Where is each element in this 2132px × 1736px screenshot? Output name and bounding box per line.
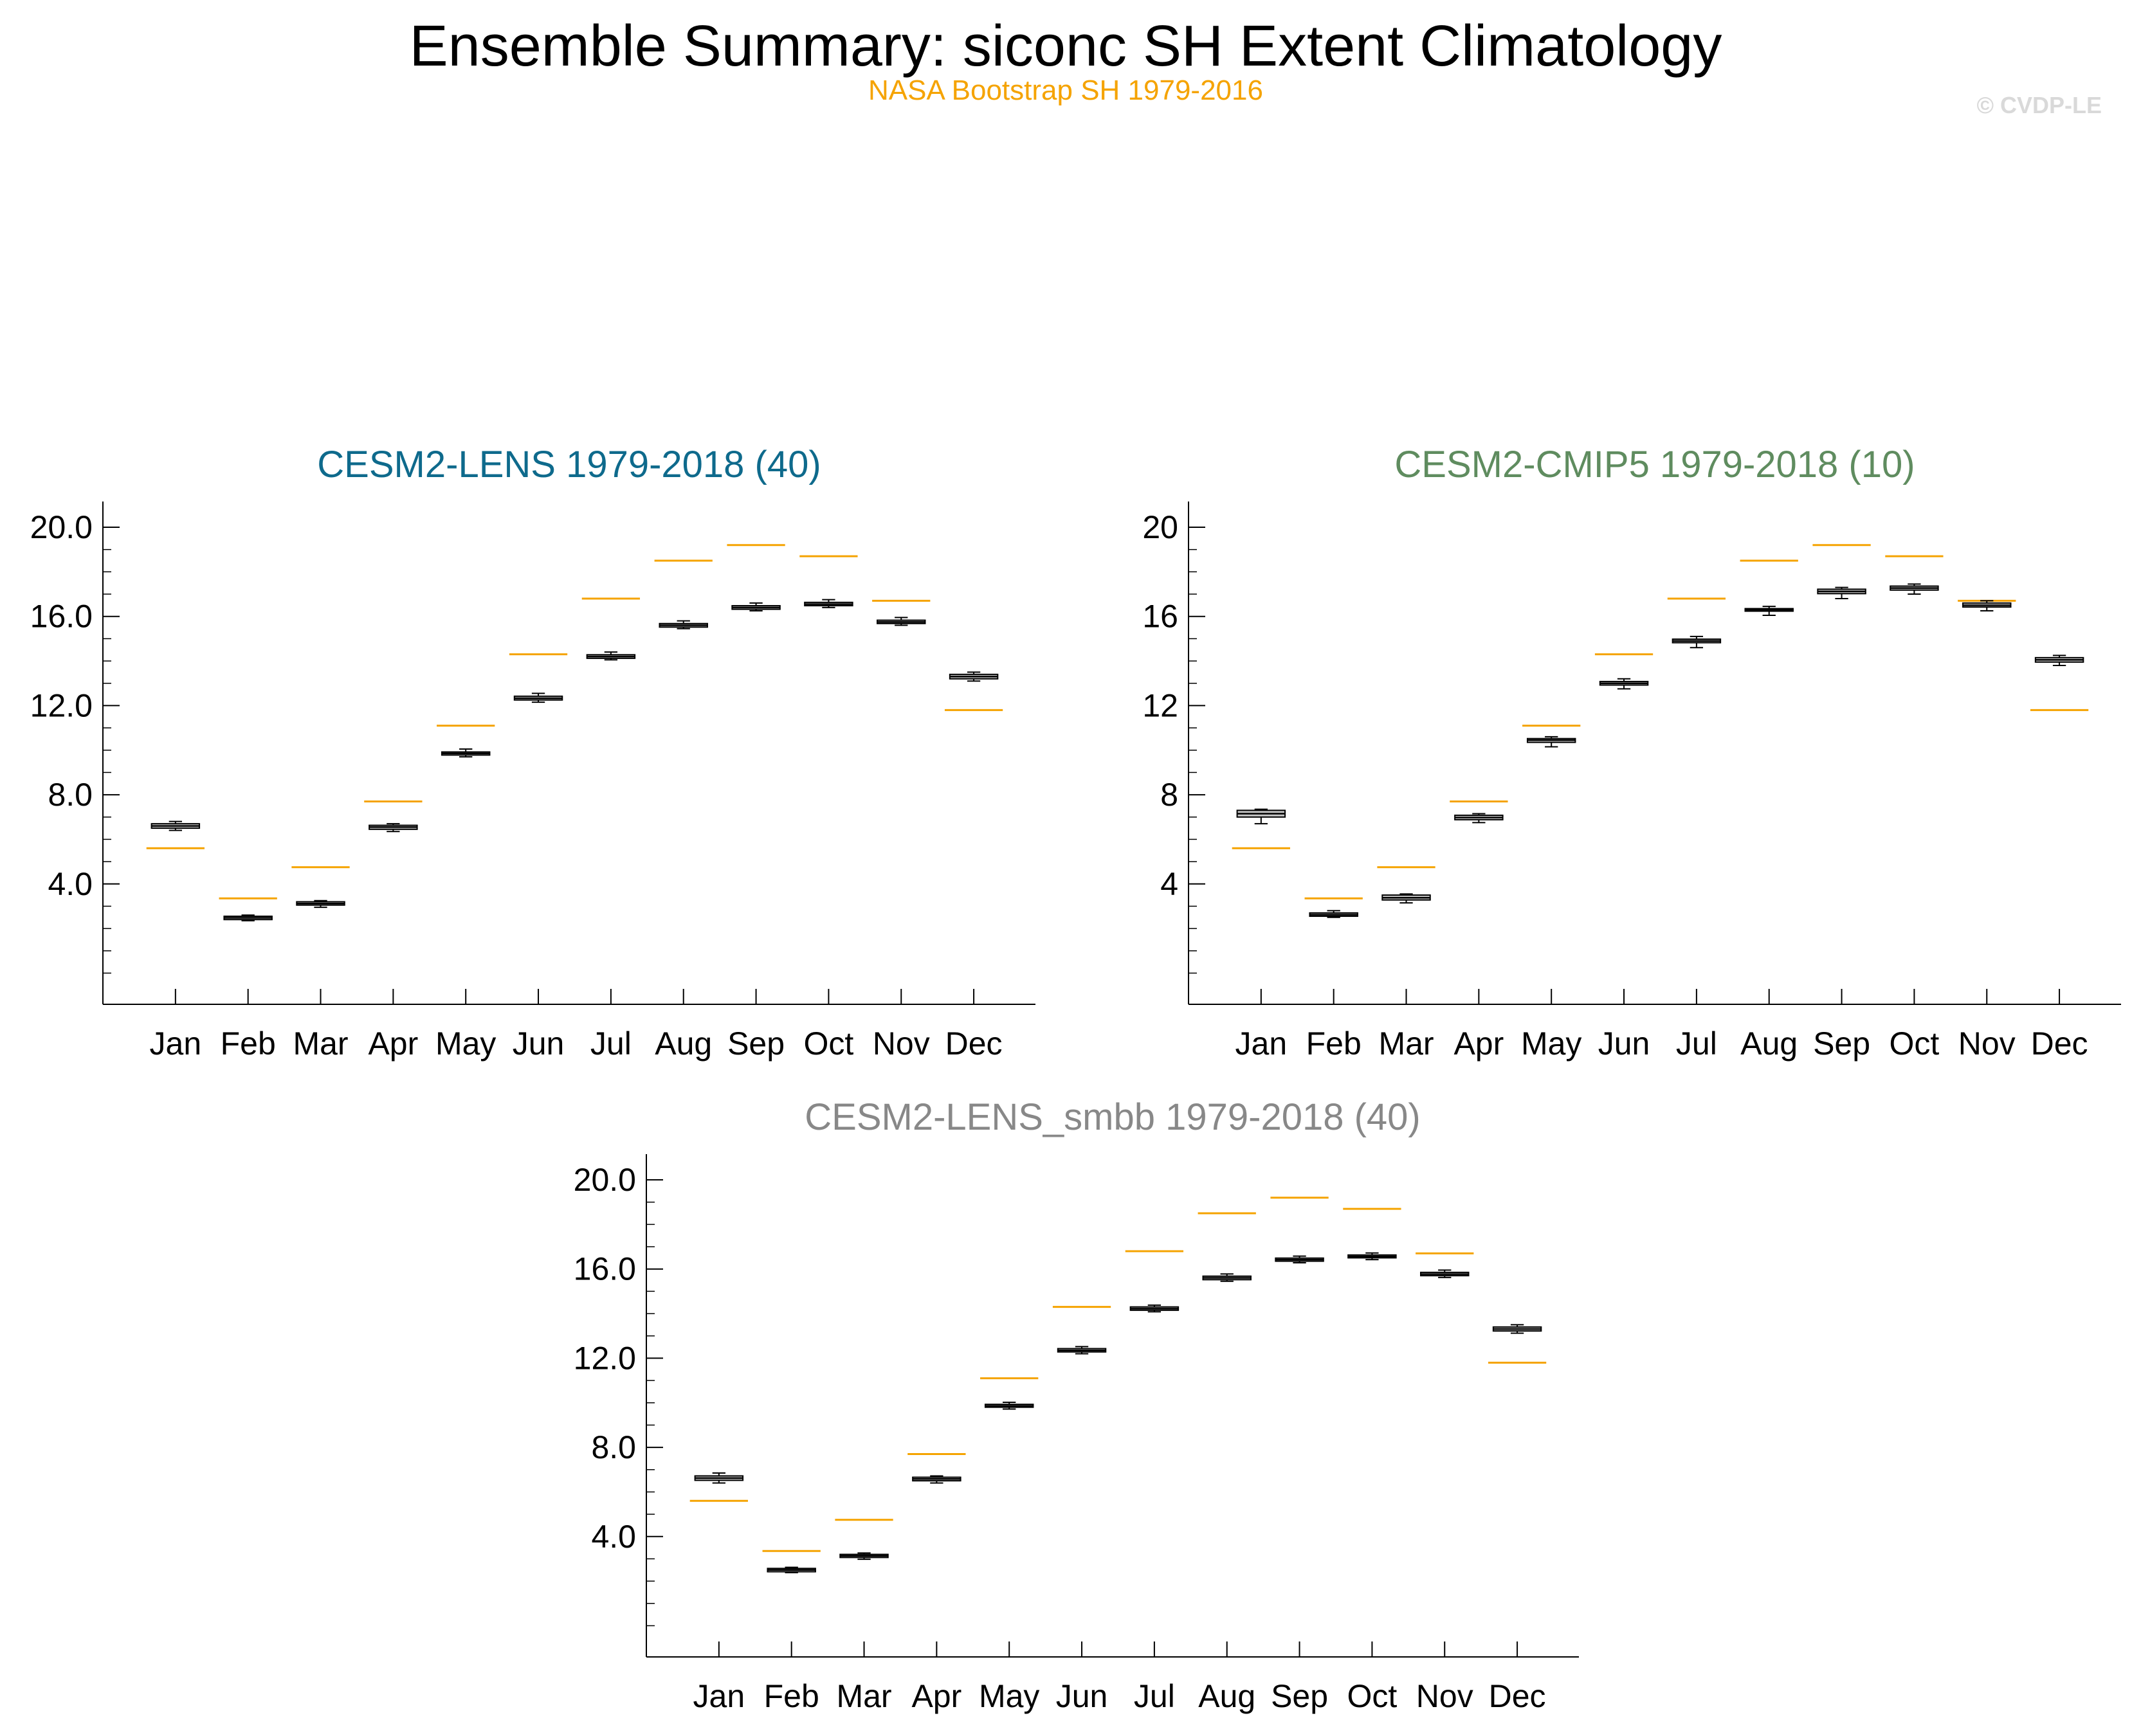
y-tick-label: 16: [1142, 599, 1178, 635]
x-tick-label: Aug: [1740, 1026, 1798, 1062]
x-tick-label: Feb: [221, 1026, 276, 1062]
x-tick-label: Oct: [1347, 1678, 1398, 1714]
x-tick-label: May: [1521, 1026, 1581, 1062]
x-tick-label: Aug: [655, 1026, 712, 1062]
x-tick-label: Oct: [1890, 1026, 1940, 1062]
x-tick-label: Sep: [1271, 1678, 1328, 1714]
y-tick-label: 8.0: [591, 1429, 636, 1465]
y-tick-label: 4.0: [591, 1519, 636, 1555]
y-tick-label: 20: [1142, 509, 1178, 545]
y-tick-label: 12.0: [30, 687, 93, 723]
x-tick-label: Sep: [727, 1026, 785, 1062]
x-tick-label: Apr: [368, 1026, 418, 1062]
x-tick-label: Nov: [1958, 1026, 2016, 1062]
x-tick-label: Jun: [1056, 1678, 1108, 1714]
y-tick-label: 12: [1142, 687, 1178, 723]
x-tick-label: Mar: [293, 1026, 348, 1062]
x-tick-label: Apr: [1453, 1026, 1504, 1062]
x-tick-label: Jul: [1134, 1678, 1175, 1714]
x-tick-label: Jun: [1598, 1026, 1650, 1062]
x-tick-label: Dec: [1489, 1678, 1546, 1714]
x-tick-label: Dec: [945, 1026, 1003, 1062]
panel-cesm2-lens: CESM2-LENS 1979-2018 (40) 4.0 8.0 12.0 16.0 2…: [30, 444, 1035, 1062]
y-tick-label: 16.0: [574, 1251, 636, 1287]
x-tick-label: Aug: [1198, 1678, 1255, 1714]
y-tick-label: 20.0: [30, 509, 93, 545]
credit-watermark: © CVDP-LE: [1976, 92, 2102, 118]
panel-title: CESM2-LENS_smbb 1979-2018 (40): [805, 1096, 1420, 1138]
y-tick-label: 8.0: [48, 777, 93, 813]
x-tick-label: Oct: [804, 1026, 854, 1062]
panel-title: CESM2-LENS 1979-2018 (40): [317, 444, 821, 485]
x-tick-label: Jul: [590, 1026, 632, 1062]
x-tick-label: Mar: [836, 1678, 891, 1714]
y-tick-label: 16.0: [30, 599, 93, 635]
figure-title: Ensemble Summary: siconc SH Extent Clima…: [410, 14, 1722, 78]
x-tick-label: Mar: [1378, 1026, 1434, 1062]
y-tick-label: 12.0: [574, 1340, 636, 1376]
panel-cesm2-lens-smbb: CESM2-LENS_smbb 1979-2018 (40) 4.0 8.0 12.0…: [574, 1096, 1579, 1714]
panel-title: CESM2-CMIP5 1979-2018 (10): [1394, 444, 1915, 485]
x-tick-label: Feb: [764, 1678, 819, 1714]
y-tick-label: 20.0: [574, 1162, 636, 1198]
x-tick-label: Nov: [1416, 1678, 1473, 1714]
x-tick-label: Jan: [1235, 1026, 1288, 1062]
x-tick-label: Feb: [1306, 1026, 1362, 1062]
x-tick-label: Apr: [911, 1678, 961, 1714]
x-tick-label: Dec: [2031, 1026, 2088, 1062]
x-tick-label: May: [979, 1678, 1039, 1714]
panel-cesm2-cmip5: CESM2-CMIP5 1979-2018 (10) 4 8 12 16 20 Jan Feb…: [1142, 444, 2121, 1062]
x-tick-label: Jan: [150, 1026, 202, 1062]
x-tick-label: May: [435, 1026, 496, 1062]
x-tick-label: Sep: [1813, 1026, 1870, 1062]
x-tick-label: Jul: [1676, 1026, 1717, 1062]
figure-subtitle: NASA Bootstrap SH 1979-2016: [868, 75, 1263, 106]
y-tick-label: 8: [1160, 777, 1178, 813]
x-tick-label: Nov: [873, 1026, 930, 1062]
x-tick-label: Jan: [693, 1678, 745, 1714]
y-tick-label: 4: [1160, 866, 1178, 902]
x-tick-label: Jun: [513, 1026, 565, 1062]
y-tick-label: 4.0: [48, 866, 93, 902]
